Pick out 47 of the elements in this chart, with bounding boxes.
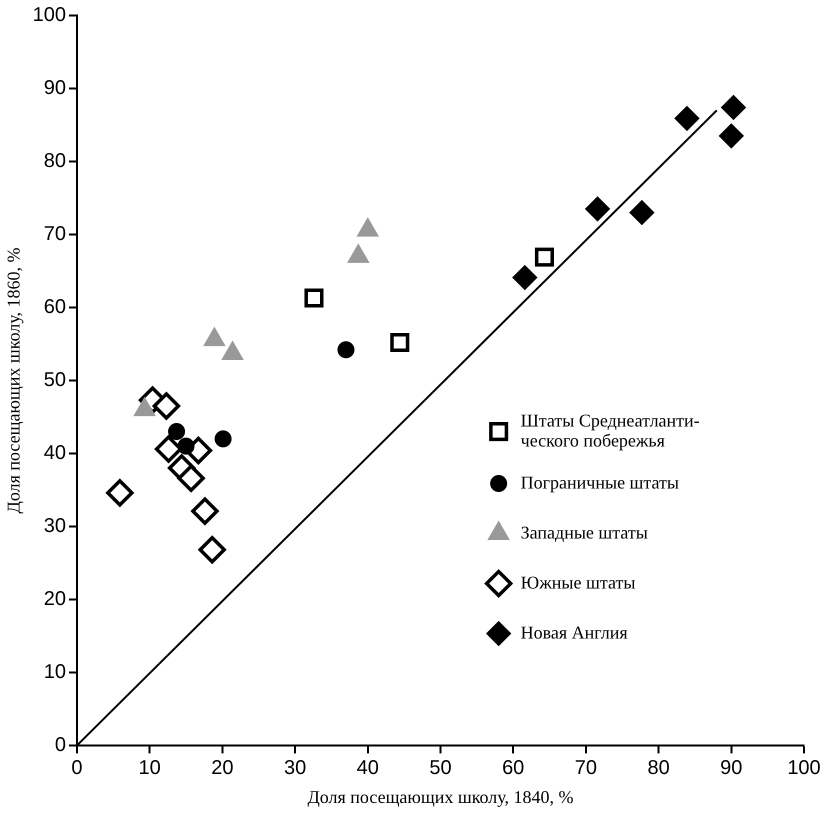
point [585, 196, 610, 222]
x-tick-label: 100 [787, 756, 821, 779]
x-tick-label: 70 [574, 756, 598, 779]
y-tick-label: 70 [44, 222, 66, 245]
point [106, 479, 134, 507]
y-tick-label: 60 [44, 296, 66, 318]
legend-label: Пограничные штаты [520, 472, 679, 492]
x-tick-label: 0 [71, 756, 83, 779]
x-tick-label: 20 [211, 756, 234, 779]
y-axis-title: Доля посещающих школу, 1860, % [4, 247, 24, 514]
y-tick-label: 10 [44, 660, 66, 683]
x-axis-title: Доля посещающих школу, 1840, % [307, 786, 574, 807]
point [177, 464, 205, 492]
point [178, 438, 195, 455]
legend-label: Западные штаты [520, 522, 648, 542]
point [191, 497, 219, 525]
y-tick-label: 30 [44, 514, 66, 537]
y-tick-label: 100 [32, 4, 66, 26]
point [512, 265, 538, 290]
x-tick-label: 60 [502, 756, 524, 779]
point [534, 248, 554, 267]
legend-label: Штаты Среднеатланти-ческого побережья [520, 410, 700, 450]
point [718, 123, 744, 148]
x-tick-label: 90 [720, 756, 742, 779]
x-tick-label: 10 [138, 756, 161, 779]
point [390, 332, 410, 352]
y-tick-label: 40 [44, 442, 66, 464]
point [168, 423, 186, 440]
x-tick-label: 80 [647, 756, 670, 779]
point [304, 288, 324, 308]
legend-label: Новая Англия [520, 622, 628, 642]
x-tick-label: 40 [356, 756, 379, 779]
point [629, 200, 654, 226]
x-tick-label: 50 [429, 756, 452, 779]
point [152, 392, 180, 420]
y-tick-label: 0 [54, 734, 66, 756]
point [198, 536, 226, 564]
point [337, 341, 354, 358]
y-tick-label: 50 [44, 368, 66, 391]
point [214, 430, 232, 448]
y-tick-label: 80 [44, 150, 66, 172]
legend-label: Южные штаты [520, 572, 636, 592]
point [720, 94, 746, 120]
y-tick-label: 20 [44, 588, 66, 610]
y-tick-label: 90 [44, 77, 66, 100]
x-tick-label: 30 [284, 756, 306, 779]
point [674, 106, 700, 131]
